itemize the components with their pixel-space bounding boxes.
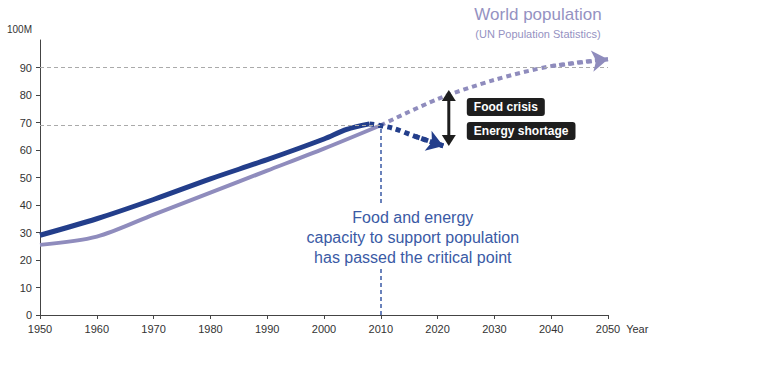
svg-text:90: 90: [20, 62, 32, 74]
svg-text:1990: 1990: [255, 323, 279, 335]
svg-text:40: 40: [20, 199, 32, 211]
svg-text:(UN Population Statistics): (UN Population Statistics): [475, 28, 600, 40]
svg-text:Food crisis: Food crisis: [474, 100, 538, 114]
svg-text:World population: World population: [474, 5, 601, 24]
svg-text:capacity to support population: capacity to support population: [307, 229, 520, 246]
svg-text:2000: 2000: [312, 323, 336, 335]
svg-text:2020: 2020: [425, 323, 449, 335]
svg-text:100M: 100M: [7, 24, 32, 35]
svg-text:2050: 2050: [596, 323, 620, 335]
svg-text:70: 70: [20, 117, 32, 129]
svg-text:Energy shortage: Energy shortage: [474, 124, 569, 138]
svg-text:50: 50: [20, 172, 32, 184]
svg-text:Food and energy: Food and energy: [352, 209, 473, 226]
svg-text:2030: 2030: [482, 323, 506, 335]
svg-text:has passed the critical point: has passed the critical point: [314, 249, 512, 266]
svg-text:20: 20: [20, 254, 32, 266]
svg-text:1980: 1980: [198, 323, 222, 335]
svg-text:30: 30: [20, 227, 32, 239]
svg-text:1960: 1960: [85, 323, 109, 335]
svg-text:80: 80: [20, 89, 32, 101]
svg-text:60: 60: [20, 144, 32, 156]
svg-text:2040: 2040: [539, 323, 563, 335]
svg-text:0: 0: [26, 309, 32, 321]
svg-text:2010: 2010: [369, 323, 393, 335]
svg-text:1970: 1970: [141, 323, 165, 335]
svg-text:10: 10: [20, 282, 32, 294]
svg-text:1950: 1950: [28, 323, 52, 335]
svg-text:Year: Year: [626, 323, 649, 335]
